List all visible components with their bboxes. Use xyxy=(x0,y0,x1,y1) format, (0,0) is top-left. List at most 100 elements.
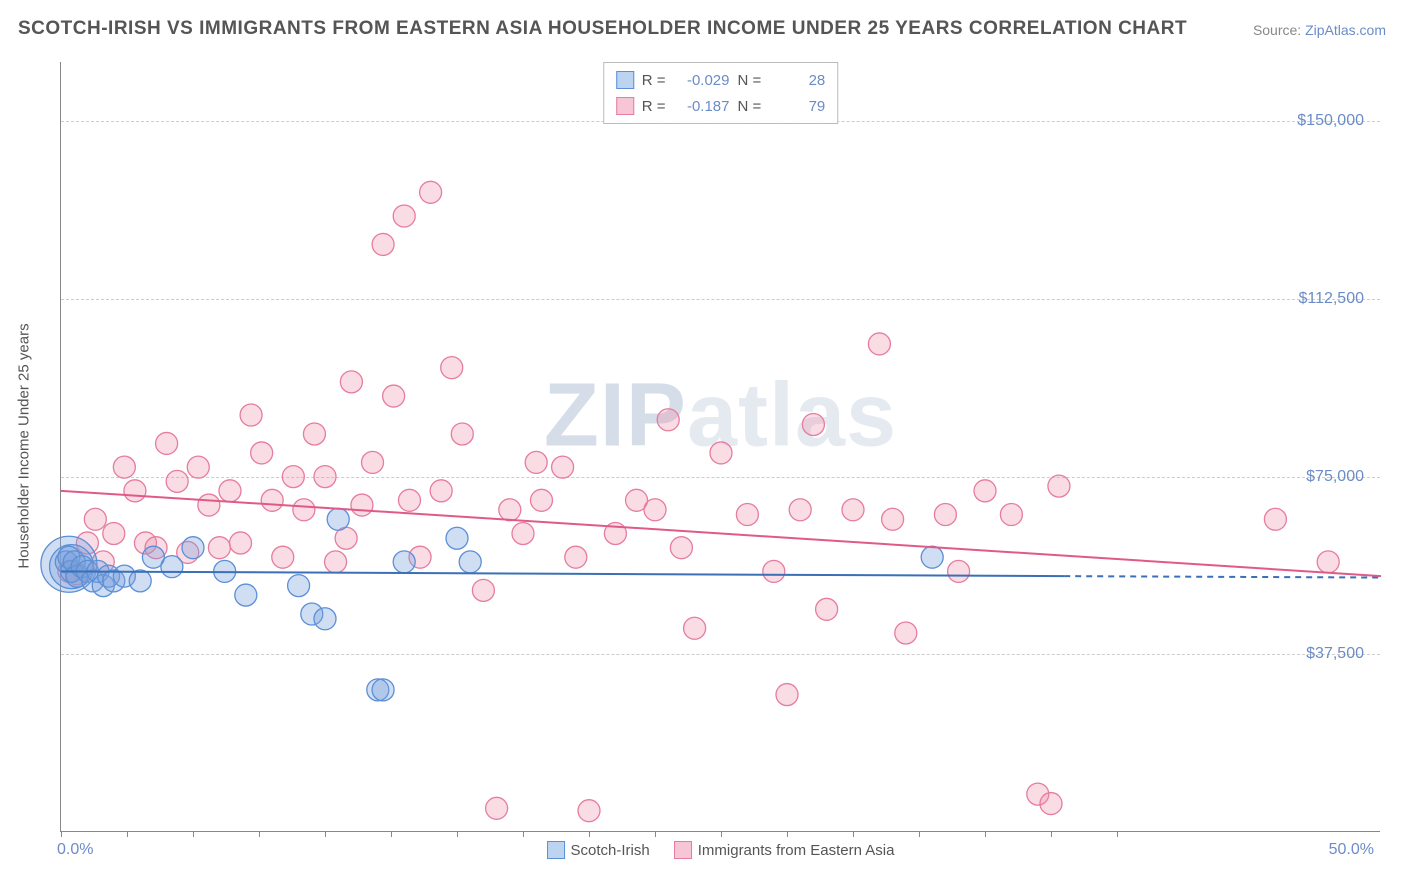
legend-label: Scotch-Irish xyxy=(571,842,650,859)
x-tick xyxy=(1051,831,1052,837)
scatter-point xyxy=(314,466,336,488)
legend-r-value: -0.187 xyxy=(674,98,730,115)
trendline xyxy=(61,571,1064,576)
scatter-point xyxy=(362,451,384,473)
scatter-point xyxy=(868,333,890,355)
scatter-point xyxy=(393,205,415,227)
scatter-point xyxy=(578,800,600,822)
scatter-point xyxy=(129,570,151,592)
x-tick xyxy=(589,831,590,837)
scatter-point xyxy=(251,442,273,464)
scatter-point xyxy=(644,499,666,521)
x-tick xyxy=(985,831,986,837)
scatter-point xyxy=(472,579,494,601)
scatter-point xyxy=(230,532,252,554)
legend-swatch-blue xyxy=(616,71,634,89)
scatter-point xyxy=(802,413,824,435)
x-tick xyxy=(919,831,920,837)
x-tick xyxy=(721,831,722,837)
scatter-point xyxy=(198,494,220,516)
scatter-point xyxy=(124,480,146,502)
scatter-point xyxy=(441,357,463,379)
x-tick xyxy=(1117,831,1118,837)
scatter-point xyxy=(499,499,521,521)
x-axis-max-label: 50.0% xyxy=(1329,841,1374,859)
y-axis-label: Householder Income Under 25 years xyxy=(16,323,33,568)
scatter-point xyxy=(288,575,310,597)
scatter-point xyxy=(1040,793,1062,815)
scatter-point xyxy=(314,608,336,630)
scatter-point xyxy=(974,480,996,502)
scatter-point xyxy=(383,385,405,407)
x-tick xyxy=(787,831,788,837)
legend-n-label: N = xyxy=(738,98,762,115)
scatter-point xyxy=(446,527,468,549)
scatter-point xyxy=(882,508,904,530)
scatter-point xyxy=(736,504,758,526)
legend-r-label: R = xyxy=(642,98,666,115)
scatter-point xyxy=(208,537,230,559)
source-link[interactable]: ZipAtlas.com xyxy=(1305,22,1386,38)
x-tick xyxy=(61,831,62,837)
scatter-point xyxy=(113,456,135,478)
scatter-point xyxy=(235,584,257,606)
scatter-point xyxy=(921,546,943,568)
scatter-point xyxy=(303,423,325,445)
scatter-point xyxy=(327,508,349,530)
x-tick xyxy=(127,831,128,837)
legend-n-value: 28 xyxy=(769,72,825,89)
scatter-point xyxy=(670,537,692,559)
legend-label: Immigrants from Eastern Asia xyxy=(698,842,895,859)
legend-item: Scotch-Irish xyxy=(547,841,650,859)
scatter-point xyxy=(351,494,373,516)
scatter-point xyxy=(420,181,442,203)
source-attribution: Source: ZipAtlas.com xyxy=(1253,22,1386,38)
legend-item: Immigrants from Eastern Asia xyxy=(674,841,895,859)
scatter-point xyxy=(282,466,304,488)
x-tick xyxy=(523,831,524,837)
correlation-legend-row: R = -0.029 N = 28 xyxy=(616,67,826,93)
chart-plot-area: ZIPatlas $37,500$75,000$112,500$150,000 … xyxy=(60,62,1380,832)
scatter-point xyxy=(430,480,452,502)
scatter-point xyxy=(261,489,283,511)
chart-title: SCOTCH-IRISH VS IMMIGRANTS FROM EASTERN … xyxy=(18,18,1187,40)
x-tick xyxy=(853,831,854,837)
x-tick xyxy=(325,831,326,837)
scatter-point xyxy=(372,679,394,701)
scatter-point xyxy=(372,233,394,255)
scatter-point xyxy=(84,508,106,530)
scatter-point xyxy=(103,522,125,544)
scatter-point xyxy=(161,556,183,578)
legend-r-label: R = xyxy=(642,72,666,89)
x-tick xyxy=(259,831,260,837)
scatter-point xyxy=(552,456,574,478)
scatter-point xyxy=(525,451,547,473)
scatter-point xyxy=(512,522,534,544)
scatter-point xyxy=(816,598,838,620)
series-legend: Scotch-Irish Immigrants from Eastern Asia xyxy=(547,841,895,859)
scatter-point xyxy=(763,560,785,582)
scatter-point xyxy=(710,442,732,464)
scatter-point xyxy=(842,499,864,521)
scatter-point xyxy=(187,456,209,478)
legend-n-label: N = xyxy=(738,72,762,89)
scatter-point xyxy=(948,560,970,582)
scatter-point xyxy=(398,489,420,511)
scatter-point xyxy=(1264,508,1286,530)
scatter-point xyxy=(156,432,178,454)
scatter-point xyxy=(895,622,917,644)
legend-n-value: 79 xyxy=(769,98,825,115)
correlation-legend-row: R = -0.187 N = 79 xyxy=(616,93,826,119)
scatter-point xyxy=(451,423,473,445)
x-tick xyxy=(457,831,458,837)
scatter-point xyxy=(166,470,188,492)
trendline xyxy=(61,491,1381,576)
x-tick xyxy=(391,831,392,837)
scatter-point xyxy=(1000,504,1022,526)
scatter-point xyxy=(657,409,679,431)
legend-swatch xyxy=(547,841,565,859)
scatter-point xyxy=(340,371,362,393)
scatter-point xyxy=(776,684,798,706)
scatter-point xyxy=(182,537,204,559)
scatter-point xyxy=(565,546,587,568)
